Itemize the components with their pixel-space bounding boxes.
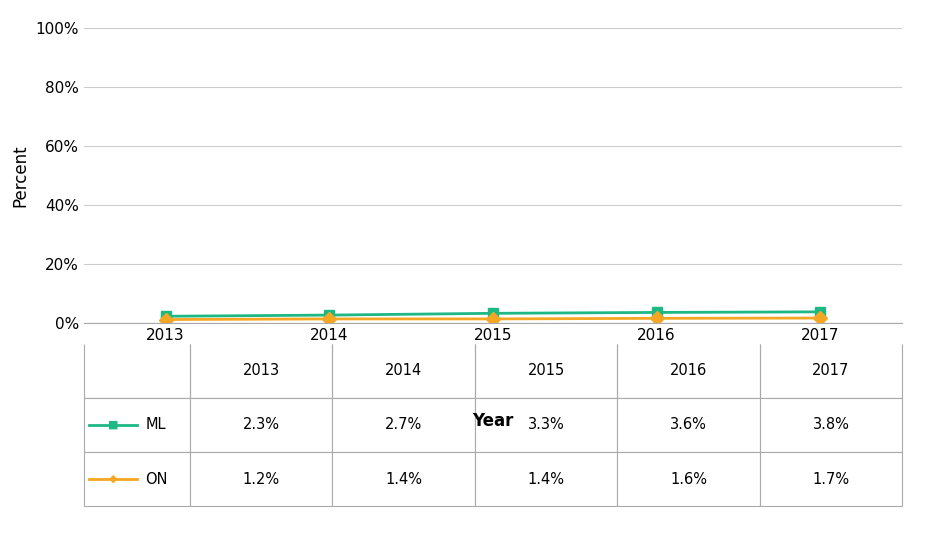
ML bbox=[487, 310, 498, 317]
Line: ML: ML bbox=[161, 307, 825, 321]
Line: ON: ON bbox=[161, 313, 825, 324]
Text: ML: ML bbox=[145, 417, 166, 432]
ON bbox=[487, 316, 498, 323]
ON bbox=[815, 315, 826, 321]
ON bbox=[160, 316, 171, 323]
ON bbox=[651, 315, 662, 322]
ML bbox=[160, 313, 171, 320]
Text: ■: ■ bbox=[108, 420, 118, 430]
ML bbox=[651, 309, 662, 316]
ON bbox=[324, 316, 335, 323]
Text: ◆: ◆ bbox=[109, 474, 117, 484]
Text: ON: ON bbox=[145, 472, 168, 486]
X-axis label: Year: Year bbox=[472, 412, 513, 431]
Y-axis label: Percent: Percent bbox=[12, 144, 30, 207]
ML bbox=[324, 312, 335, 319]
ML bbox=[815, 309, 826, 315]
